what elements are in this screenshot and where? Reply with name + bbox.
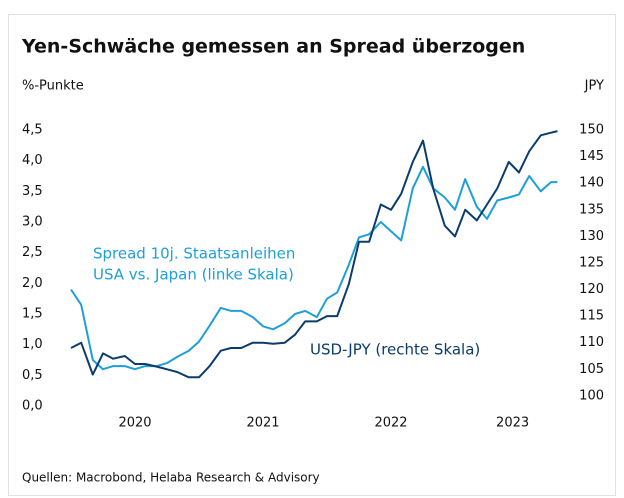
x-tick-label: 2023: [496, 416, 529, 431]
y-tick-label: 1,5: [22, 307, 43, 322]
y2-tick-label: 140: [579, 176, 604, 191]
series-line: [70, 130, 558, 379]
y2-tick-label: 105: [579, 362, 604, 377]
y2-tick-label: 120: [579, 282, 604, 297]
series-annotation: Spread 10j. Staatsanleihen: [93, 245, 295, 263]
y-tick-label: 0,5: [22, 368, 43, 383]
y2-axis-label: JPY: [584, 79, 604, 94]
x-tick-label: 2022: [374, 416, 407, 431]
y2-tick-label: 135: [579, 202, 604, 217]
y-axis-label: %-Punkte: [22, 79, 84, 94]
y-tick-label: 4,0: [22, 153, 43, 168]
x-tick-label: 2020: [118, 416, 151, 431]
series-annotation: USA vs. Japan (linke Skala): [93, 266, 294, 284]
y-tick-label: 4,5: [22, 123, 43, 138]
y2-tick-label: 125: [579, 255, 604, 270]
frame: [8, 14, 616, 496]
y-tick-label: 2,5: [22, 245, 43, 260]
x-tick-label: 2021: [246, 416, 279, 431]
series-annotation: USD-JPY (rechte Skala): [310, 341, 480, 359]
y-tick-label: 3,5: [22, 184, 43, 199]
y2-tick-label: 100: [579, 388, 604, 403]
y-tick-label: 1,0: [22, 337, 43, 352]
y2-tick-label: 130: [579, 229, 604, 244]
source: Quellen: Macrobond, Helaba Research & Ad…: [22, 471, 320, 485]
y-tick-label: 2,0: [22, 276, 43, 291]
y-tick-label: 0,0: [22, 399, 43, 414]
chart-title: Yen-Schwäche gemessen an Spread überzoge…: [21, 36, 525, 58]
y2-tick-label: 150: [579, 123, 604, 138]
y2-tick-label: 145: [579, 149, 604, 164]
y2-tick-label: 115: [579, 309, 604, 324]
y2-tick-label: 110: [579, 335, 604, 350]
y-tick-label: 3,0: [22, 215, 43, 230]
